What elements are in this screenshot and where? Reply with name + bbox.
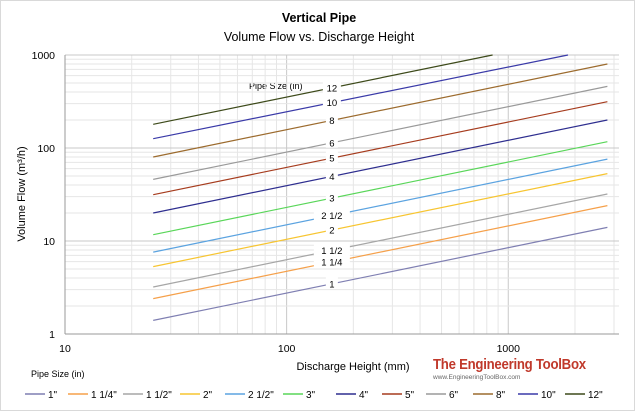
series-label-bg (322, 80, 341, 93)
x-tick-label: 10 (59, 343, 71, 355)
series-line (153, 141, 608, 236)
legend-label: 12" (588, 390, 603, 401)
brand-logo: The Engineering ToolBox www.EngineeringT… (433, 356, 613, 381)
series-label-bg (325, 276, 338, 289)
chart-subtitle: Volume Flow vs. Discharge Height (224, 30, 415, 44)
series-line (153, 119, 608, 214)
legend-label: 1 1/2" (146, 390, 172, 401)
series-label-bg (325, 135, 338, 148)
series-line (153, 205, 608, 300)
series-line (153, 193, 608, 288)
series-label-bg (313, 243, 350, 256)
chart-title: Vertical Pipe (282, 11, 356, 25)
series-labels: 1 1 1/41 1/2 2 2 1/2 3 4 5 6 8 10 12 (313, 80, 350, 290)
legend-label: 2 1/2" (248, 390, 274, 401)
grid (64, 54, 619, 335)
y-axis-label: Volume Flow (m³/h) (16, 146, 28, 241)
series-line (153, 101, 608, 196)
y-tick-label: 100 (37, 143, 55, 155)
legend-label: 3" (306, 390, 316, 401)
series-label: 6 (329, 138, 334, 149)
y-tick-label: 1 (49, 329, 55, 341)
brand-url: www.EngineeringToolBox.com (433, 374, 521, 381)
x-tick-label: 100 (278, 343, 296, 355)
series-label-bg (325, 223, 338, 236)
series-label: 5 (329, 154, 334, 165)
series-label-bg (313, 208, 350, 221)
series-line (153, 158, 608, 253)
series-label: 3 (329, 194, 334, 205)
series-line (153, 63, 608, 158)
legend-label: 5" (405, 390, 415, 401)
legend-label: 10" (541, 390, 556, 401)
series-label: 1 (329, 279, 334, 290)
series-label-bg (325, 151, 338, 164)
series-label-bg (322, 95, 341, 108)
tick-labels: 10 100 1000 1 10 100 1000 (32, 50, 520, 355)
series-label: 2 (329, 226, 334, 237)
legend-title: Pipe Size (in) (31, 369, 85, 379)
legend-label: 1 1/4" (91, 390, 117, 401)
legend-label: 2" (203, 390, 213, 401)
legend-label: 4" (359, 390, 369, 401)
series-label: 10 (327, 98, 338, 109)
series-line (153, 54, 569, 140)
y-tick-label: 10 (43, 236, 55, 248)
series-label-bg (325, 191, 338, 204)
series-line (153, 226, 608, 321)
x-axis-label: Discharge Height (mm) (296, 361, 409, 373)
legend-label: 6" (449, 390, 459, 401)
x-tick-label: 1000 (497, 343, 521, 355)
series-label: 1 1/2 (321, 246, 342, 257)
series-label: 2 1/2 (321, 211, 342, 222)
series-label: 4 (329, 172, 334, 183)
series-label: 12 (327, 83, 338, 94)
series-label: 1 1/4 (321, 258, 342, 269)
series-label-bg (325, 113, 338, 126)
series-line (153, 173, 608, 268)
legend-label: 1" (48, 390, 58, 401)
series-label: 8 (329, 116, 334, 127)
y-tick-label: 1000 (32, 50, 56, 62)
series-line (153, 85, 608, 180)
series-lines (153, 54, 608, 321)
legend: 1" 1 1/4" 1 1/2" 2" 2 1/2" 3" 4" 5" 6" 8" 10" 12" (25, 390, 603, 401)
series-label-bg (325, 169, 338, 182)
series-label-bg (313, 255, 350, 268)
brand-title: The Engineering ToolBox (433, 356, 586, 373)
legend-label: 8" (496, 390, 506, 401)
series-label-title: Pipe Size (in) (249, 81, 303, 91)
